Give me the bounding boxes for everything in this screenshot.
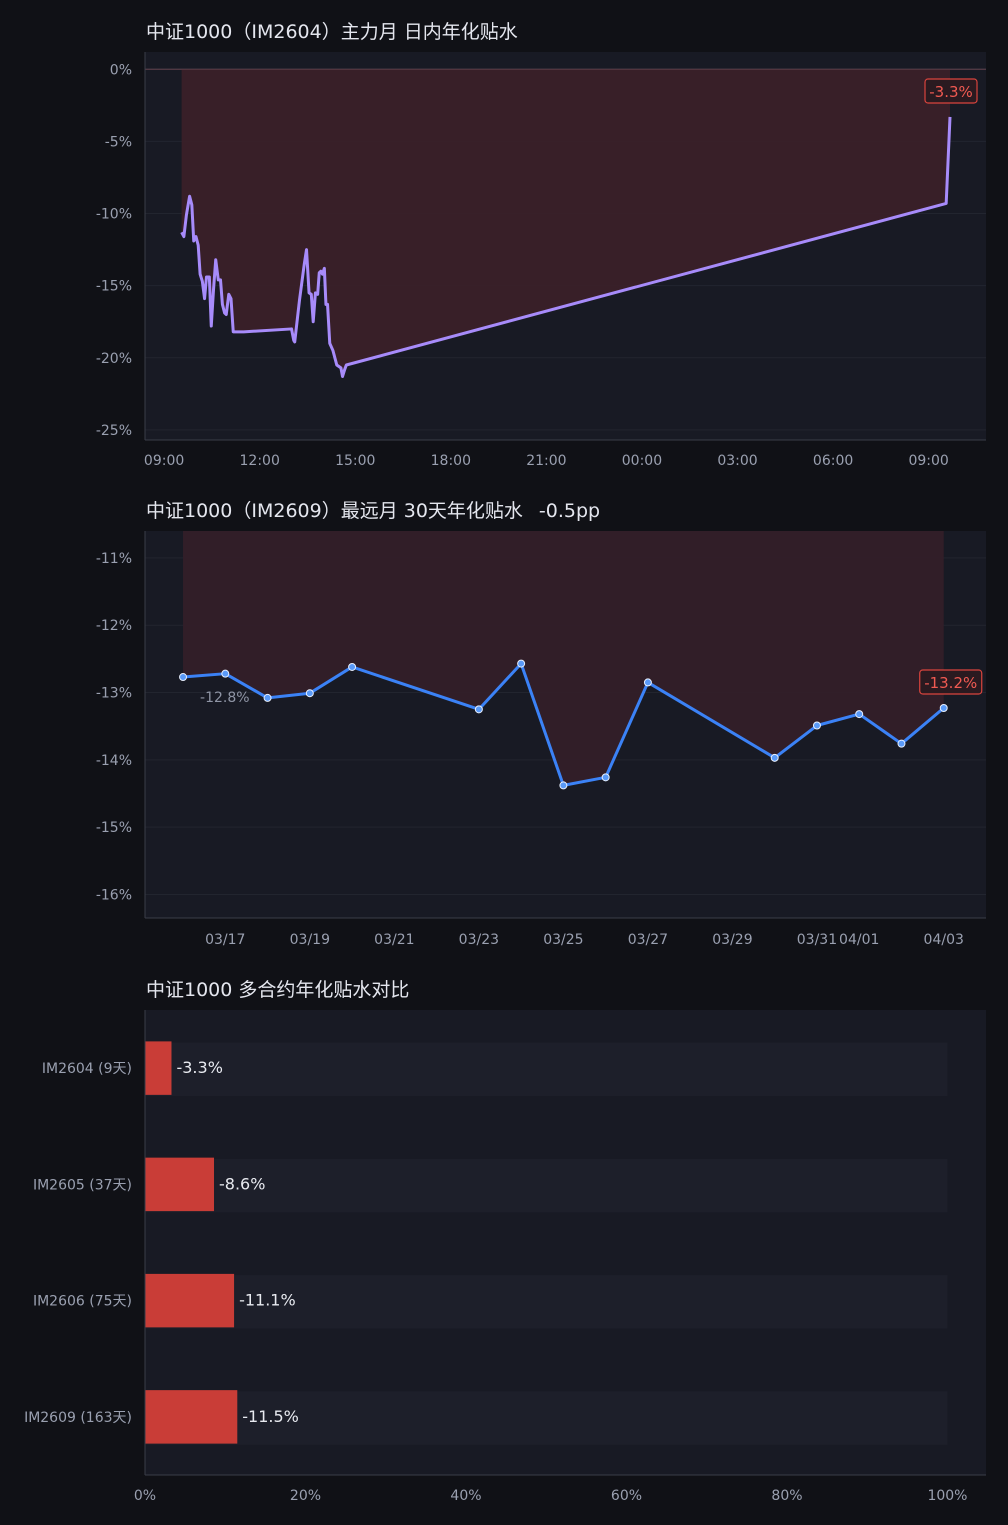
chart3-value-label: -11.5% — [242, 1407, 299, 1426]
chart1-x-tick-label: 06:00 — [813, 453, 853, 469]
chart3-bar — [145, 1041, 172, 1095]
chart3-bar — [145, 1273, 235, 1328]
chart2-y-tick-label: -15% — [96, 820, 132, 836]
chart2-y-tick-label: -12% — [96, 618, 132, 634]
chart2-title: 中证1000（IM2609）最远月 30天年化贴水 -0.5pp — [146, 496, 600, 523]
chart3-x-tick-label: 40% — [450, 1488, 481, 1504]
chart2-start-label: -12.8% — [200, 690, 250, 706]
chart2-x-tick-label: 03/19 — [290, 932, 330, 948]
chart2-x-tick-label: 03/29 — [712, 932, 752, 948]
chart2-data-point — [812, 721, 821, 730]
chart2-y-tick-label: -11% — [96, 551, 132, 567]
chart1-series-line — [180, 116, 952, 379]
chart2-x-tick-label: 03/23 — [459, 932, 499, 948]
chart2-shaded-area — [183, 531, 944, 786]
chart2-change-label: -0.5pp — [538, 500, 601, 522]
chart2-y-tick-label: -14% — [96, 753, 132, 769]
chart2-x-tick-label: 04/01 — [839, 932, 879, 948]
chart2-data-point — [263, 693, 272, 702]
chart3-x-tick-label: 60% — [611, 1488, 642, 1504]
chart1-y-tick-label: -5% — [105, 134, 132, 150]
chart3-category-label: IM2609 (163天) — [24, 1410, 132, 1426]
chart1-x-tick-label: 21:00 — [526, 453, 566, 469]
chart2-data-point — [179, 673, 188, 682]
chart3-value-label: -11.1% — [239, 1291, 296, 1310]
chart1-x-tick-label: 18:00 — [431, 453, 471, 469]
chart2-x-tick-label: 03/27 — [628, 932, 668, 948]
chart2-data-point — [474, 705, 483, 714]
chart2-data-point — [643, 678, 652, 687]
chart1-title: 中证1000（IM2604）主力月 日内年化贴水 — [146, 21, 518, 43]
chart3-bar — [145, 1157, 215, 1212]
chart2-x-tick-label: 03/25 — [543, 932, 583, 948]
chart2-data-point — [770, 753, 779, 762]
chart3-x-tick-label: 100% — [927, 1488, 967, 1504]
chart3-value-label: -8.6% — [219, 1174, 265, 1193]
chart3-x-tick-label: 20% — [290, 1488, 321, 1504]
chart3-category-label: IM2605 (37天) — [33, 1177, 132, 1193]
chart1-x-tick-label: 03:00 — [717, 453, 757, 469]
chart2-data-point — [517, 659, 526, 668]
chart3-category-label: IM2604 (9天) — [42, 1061, 132, 1077]
chart2-title-text: 中证1000（IM2609）最远月 30天年化贴水 — [146, 500, 523, 522]
chart3-bar-track — [145, 1391, 948, 1445]
chart2-end-label: -13.2% — [924, 674, 977, 692]
chart1-end-label-box — [924, 78, 978, 104]
chart3-bar-track — [145, 1042, 948, 1097]
chart1-y-tick-label: -15% — [96, 279, 132, 295]
chart1-x-tick-label: 00:00 — [622, 453, 662, 469]
chart1-end-label: -3.3% — [929, 83, 973, 101]
chart2-data-point — [305, 689, 314, 698]
chart3-category-label: IM2606 (75天) — [33, 1294, 132, 1310]
chart1-x-tick-label: 15:00 — [335, 453, 375, 469]
chart3-bar — [145, 1390, 238, 1444]
chart1-x-tick-label: 12:00 — [240, 453, 280, 469]
chart1-y-tick-label: 0% — [110, 62, 132, 78]
chart3-x-tick-label: 0% — [134, 1488, 156, 1504]
chart1-y-tick-label: -20% — [96, 351, 132, 367]
chart2-y-tick-label: -16% — [96, 887, 132, 903]
chart2-x-tick-label: 04/03 — [924, 932, 964, 948]
chart2-data-point — [221, 669, 230, 678]
chart1-shaded-area — [181, 69, 951, 377]
chart1-x-tick-label: 09:00 — [144, 453, 184, 469]
chart3-x-tick-label: 80% — [771, 1488, 802, 1504]
chart3-bar-track — [145, 1158, 948, 1213]
chart2-data-point — [559, 781, 568, 790]
chart2-end-label-box — [919, 669, 983, 695]
chart1-y-tick-label: -25% — [96, 423, 132, 439]
chart2-data-point — [939, 704, 948, 713]
chart1-x-tick-label: 09:00 — [908, 453, 948, 469]
chart3-title: 中证1000 多合约年化贴水对比 — [146, 979, 410, 1001]
chart2-x-tick-label: 03/31 — [797, 932, 837, 948]
chart2-x-tick-label: 03/17 — [205, 932, 245, 948]
chart3-bar-track — [145, 1275, 948, 1329]
chart2-data-point — [601, 773, 610, 782]
chart3-value-label: -3.3% — [176, 1058, 222, 1077]
chart1-y-tick-label: -10% — [96, 207, 132, 223]
chart2-data-point — [897, 739, 906, 748]
chart2-data-point — [348, 662, 357, 671]
chart2-x-tick-label: 03/21 — [374, 932, 414, 948]
chart2-data-point — [855, 710, 864, 719]
chart2-y-tick-label: -13% — [96, 686, 132, 702]
